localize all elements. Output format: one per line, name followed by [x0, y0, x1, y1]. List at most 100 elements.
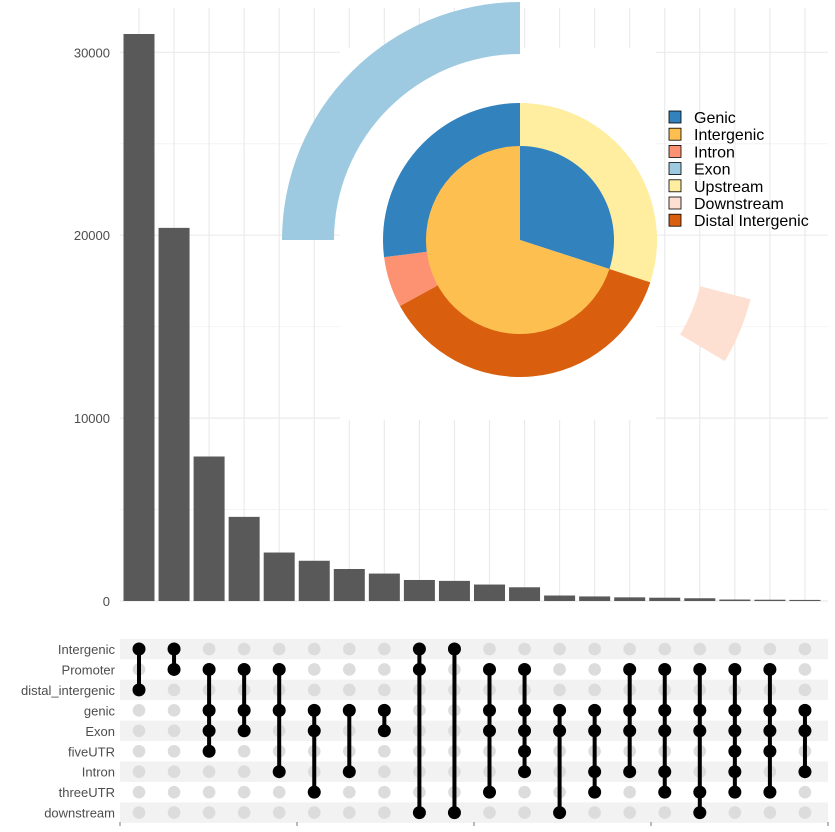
matrix-dot-empty: [132, 806, 146, 819]
matrix-dot-filled: [447, 642, 461, 656]
pie-outer-segment: [680, 286, 751, 362]
matrix-dot-filled: [237, 724, 251, 738]
legend-label: Intergenic: [694, 127, 764, 144]
matrix-dot-empty: [658, 806, 672, 819]
matrix-dot-empty: [132, 785, 146, 799]
bar: [263, 552, 295, 601]
bar: [719, 599, 751, 601]
matrix-dot-empty: [167, 704, 181, 717]
matrix-dot-empty: [553, 683, 566, 697]
matrix-dot-empty: [798, 683, 812, 697]
matrix-dot-filled: [518, 765, 532, 779]
bar: [333, 568, 365, 601]
matrix-dot-empty: [763, 642, 777, 656]
legend-swatch: [668, 127, 682, 141]
matrix-dot-filled: [763, 724, 777, 738]
matrix-dot-empty: [202, 806, 216, 819]
matrix-dot-filled: [377, 724, 391, 738]
matrix-dot-filled: [693, 806, 707, 820]
bar: [649, 597, 681, 601]
matrix-dot-empty: [167, 744, 181, 758]
matrix-dot-filled: [412, 662, 426, 676]
bar: [579, 596, 611, 601]
matrix-dot-filled: [167, 662, 181, 676]
matrix-dot-empty: [272, 642, 286, 656]
matrix-dot-empty: [237, 744, 251, 758]
matrix-dot-filled: [623, 662, 637, 676]
matrix-dot-empty: [202, 785, 216, 799]
matrix-dot-filled: [518, 724, 532, 738]
legend-label: Genic: [694, 110, 736, 127]
matrix-dot-filled: [728, 785, 742, 799]
matrix-dot-filled: [202, 703, 216, 717]
y-tick-label: 10000: [74, 411, 110, 426]
matrix-dot-empty: [588, 683, 601, 697]
matrix-dot-filled: [342, 703, 356, 717]
matrix-dot-filled: [798, 724, 812, 738]
matrix-dot-empty: [588, 806, 601, 819]
matrix-dot-empty: [798, 642, 812, 656]
matrix-dot-filled: [658, 724, 672, 738]
y-tick-label: 30000: [74, 45, 110, 60]
matrix-dot-empty: [307, 642, 321, 656]
matrix-row-bands: [120, 638, 828, 823]
pie-middle-segment: [399, 268, 651, 378]
legend-label: Distal Intergenic: [694, 213, 809, 230]
matrix-dot-filled: [693, 785, 707, 799]
bar: [754, 599, 786, 601]
matrix-dot-empty: [167, 683, 181, 697]
matrix-dot-filled: [307, 703, 321, 717]
matrix-dot-empty: [693, 642, 707, 656]
matrix-dot-filled: [132, 642, 146, 656]
matrix-dot-filled: [167, 642, 181, 656]
matrix-dot-filled: [728, 703, 742, 717]
matrix-dot-empty: [132, 724, 146, 738]
matrix-dot-empty: [237, 642, 251, 656]
matrix-dot-filled: [483, 785, 496, 799]
pie-middle-segment: [384, 251, 440, 307]
matrix-dot-empty: [307, 683, 321, 697]
matrix-dot-filled: [483, 662, 496, 676]
set-label: threeUTR: [59, 785, 115, 800]
bar: [123, 34, 155, 601]
matrix-dot-empty: [343, 785, 356, 799]
y-tick-label: 0: [103, 594, 110, 609]
matrix-dot-empty: [553, 642, 566, 656]
matrix-dot-empty: [378, 765, 391, 778]
matrix-band: [120, 638, 828, 660]
matrix-dot-empty: [202, 765, 216, 778]
matrix-dot-empty: [307, 806, 321, 819]
matrix-dot-empty: [167, 724, 181, 738]
bar: [684, 598, 716, 601]
matrix-dot-empty: [132, 744, 146, 758]
matrix-dot-filled: [237, 662, 251, 676]
matrix-dot-filled: [553, 806, 567, 820]
vennpie-inset: [282, 2, 751, 420]
matrix-dot-empty: [237, 806, 251, 819]
matrix-dot-empty: [167, 806, 181, 819]
matrix-dot-filled: [518, 662, 532, 676]
matrix-dot-empty: [378, 663, 391, 676]
matrix-dot-filled: [483, 703, 496, 717]
matrix-dot-empty: [167, 785, 181, 799]
set-labels: Intergenic Promoter distal_intergenicgenic…: [21, 642, 116, 821]
matrix-dot-empty: [483, 642, 496, 656]
set-label: Intron: [82, 765, 115, 780]
legend-swatch: [668, 213, 682, 227]
set-label: downstream: [44, 806, 115, 821]
bar: [544, 595, 576, 601]
upset-matrix: [132, 642, 812, 820]
matrix-dot-empty: [728, 642, 742, 656]
y-axis: 0 10000 20000 30000: [74, 45, 110, 609]
matrix-dot-empty: [588, 642, 601, 656]
legend-label: Intron: [694, 144, 735, 161]
matrix-dot-filled: [412, 806, 426, 820]
matrix-dot-empty: [307, 663, 321, 676]
matrix-dot-empty: [728, 806, 742, 819]
matrix-dot-empty: [623, 785, 636, 799]
matrix-dot-filled: [588, 785, 602, 799]
bar: [228, 516, 260, 601]
matrix-dot-empty: [483, 806, 496, 819]
matrix-dot-filled: [763, 744, 777, 758]
